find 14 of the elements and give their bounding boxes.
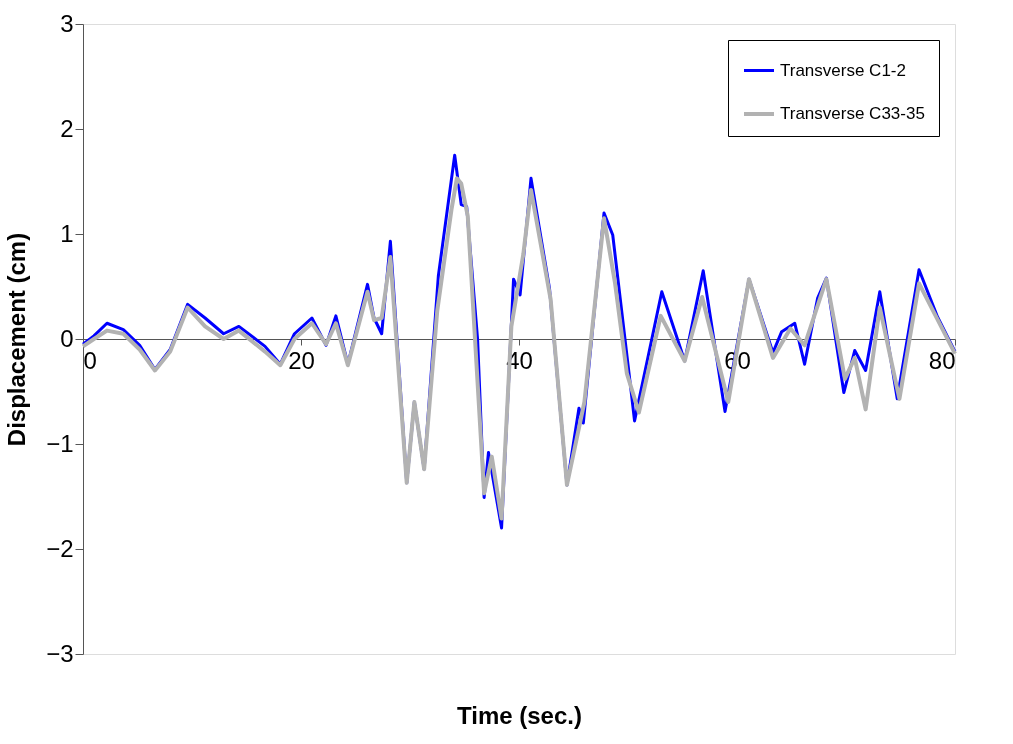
- y-tick-label: 3: [60, 9, 74, 37]
- x-tick-label: 0: [83, 346, 97, 374]
- y-tick-label: 0: [60, 324, 74, 352]
- x-axis-title: Time (sec.): [457, 701, 582, 729]
- y-tick-label: 1: [60, 219, 74, 247]
- y-tick-label: −2: [46, 534, 74, 562]
- x-tick-label: 80: [928, 346, 956, 374]
- y-tick-label: 2: [60, 114, 74, 142]
- x-tick-label: 20: [288, 346, 315, 374]
- legend-label: Transverse C33-35: [780, 104, 925, 123]
- y-axis-title: Displacement (cm): [3, 232, 31, 447]
- legend-label: Transverse C1-2: [780, 60, 906, 80]
- y-tick-label: −1: [46, 429, 74, 457]
- y-tick-label: −3: [46, 639, 74, 667]
